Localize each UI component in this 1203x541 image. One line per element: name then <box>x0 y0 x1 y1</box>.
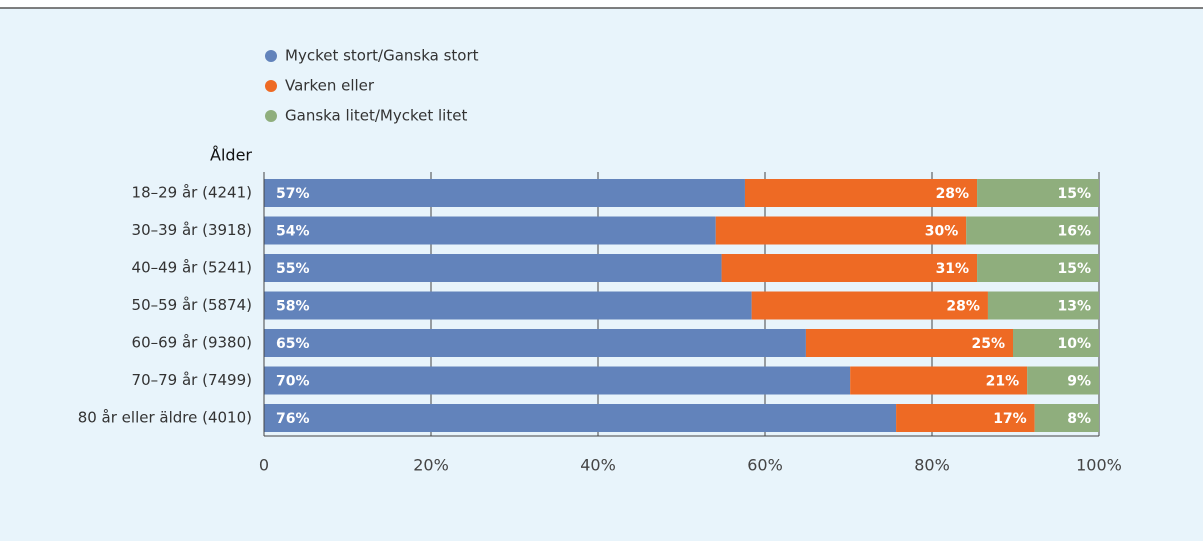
data-label: 8% <box>1067 411 1091 427</box>
axis-label: Ålder <box>210 146 252 165</box>
data-label: 70% <box>276 374 310 390</box>
data-label: 31% <box>936 261 970 277</box>
y-tick-label: 30–39 år (3918) <box>132 221 252 239</box>
bar-segment <box>264 179 745 207</box>
data-label: 54% <box>276 224 310 240</box>
legend-label: Varken eller <box>285 77 375 95</box>
data-label: 57% <box>276 186 310 202</box>
x-tick-label: 20% <box>413 456 449 475</box>
y-tick-label: 40–49 år (5241) <box>132 259 252 277</box>
data-label: 15% <box>1057 261 1091 277</box>
legend-swatch <box>265 110 277 122</box>
bar-segment <box>1034 404 1099 432</box>
bar-segment <box>264 216 716 245</box>
bar-segment <box>977 179 1099 207</box>
data-label: 55% <box>276 261 310 277</box>
data-label: 15% <box>1057 186 1091 202</box>
bar-segment <box>744 179 978 207</box>
data-label: 28% <box>936 186 970 202</box>
bar-segment <box>264 366 851 395</box>
bar-segment <box>264 291 752 320</box>
data-label: 9% <box>1067 374 1091 390</box>
legend-swatch <box>265 80 277 92</box>
bar-segment <box>1027 366 1099 395</box>
bar-segment <box>264 254 722 282</box>
x-tick-label: 100% <box>1076 456 1122 475</box>
bar-segment <box>751 291 988 320</box>
bar-segment <box>850 366 1028 395</box>
y-tick-label: 18–29 år (4241) <box>132 184 252 202</box>
x-tick-label: 60% <box>747 456 783 475</box>
data-label: 65% <box>276 336 310 352</box>
bar-segment <box>715 216 967 245</box>
data-label: 58% <box>276 299 310 315</box>
bar-segment <box>1012 329 1099 357</box>
data-label: 76% <box>276 411 310 427</box>
data-label: 10% <box>1057 336 1091 352</box>
bar-segment <box>977 254 1099 282</box>
data-label: 30% <box>925 224 959 240</box>
x-tick-label: 0 <box>259 456 269 475</box>
legend-label: Mycket stort/Ganska stort <box>285 47 479 65</box>
bar-segment <box>721 254 978 282</box>
bar-segment <box>264 329 806 357</box>
y-tick-label: 70–79 år (7499) <box>132 371 252 389</box>
bar-segment <box>264 404 897 432</box>
data-label: 16% <box>1057 224 1091 240</box>
bar-segment <box>805 329 1013 357</box>
data-label: 28% <box>946 299 980 315</box>
x-tick-label: 80% <box>914 456 950 475</box>
data-label: 17% <box>993 411 1027 427</box>
legend-swatch <box>265 50 277 62</box>
y-tick-label: 80 år eller äldre (4010) <box>78 409 252 427</box>
bar-segment <box>896 404 1035 432</box>
legend-label: Ganska litet/Mycket litet <box>285 107 467 125</box>
y-tick-label: 60–69 år (9380) <box>132 334 252 352</box>
data-label: 13% <box>1057 299 1091 315</box>
data-label: 21% <box>986 374 1020 390</box>
data-label: 25% <box>971 336 1005 352</box>
bar-segment <box>966 216 1099 245</box>
x-tick-label: 40% <box>580 456 616 475</box>
bar-segment <box>987 291 1099 320</box>
y-tick-label: 50–59 år (5874) <box>132 296 252 314</box>
